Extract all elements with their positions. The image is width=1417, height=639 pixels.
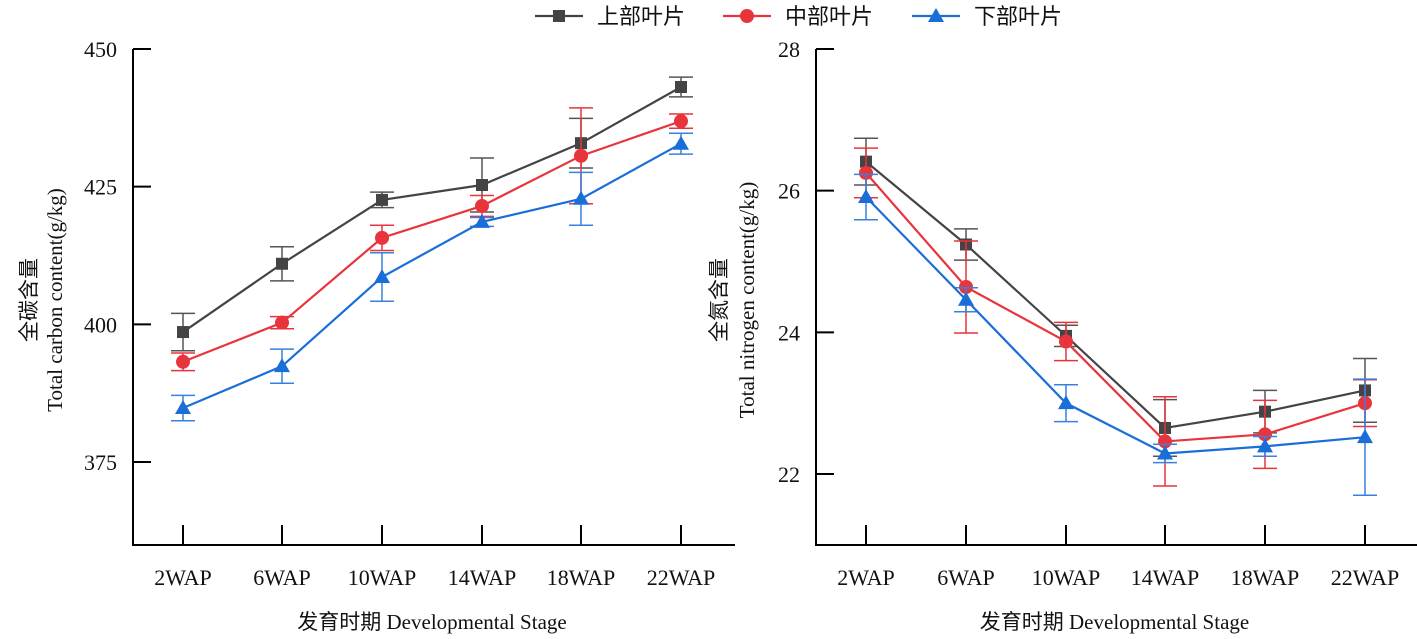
- series-1: [171, 107, 693, 372]
- legend-item: 下部叶片: [912, 4, 1062, 29]
- carbon-chart-panel: 375 400 425 450 2WAP 6WAP 10WAP 14WAP 18WAP 22WAP…: [17, 37, 735, 634]
- data-point: [858, 189, 874, 204]
- data-point: [674, 114, 688, 129]
- x-axis-title: 发育时期 Developmental Stage: [297, 610, 566, 634]
- data-point: [675, 80, 687, 93]
- series-line: [865, 160, 1366, 430]
- y-tick-label: 22: [778, 462, 800, 487]
- data-point: [376, 193, 388, 206]
- data-point: [176, 354, 190, 369]
- data-point: [1258, 427, 1272, 442]
- y-axis-title-cn: 全氮含量: [707, 258, 731, 342]
- x-tick-label: 18WAP: [547, 565, 615, 590]
- legend-label: 上部叶片: [597, 4, 685, 29]
- legend-label: 中部叶片: [785, 4, 873, 29]
- data-point: [1257, 438, 1273, 453]
- y-axis-title-cn: 全碳含量: [17, 258, 41, 342]
- data-point: [474, 213, 490, 228]
- y-tick-label: 26: [778, 179, 800, 204]
- legend-item: 上部叶片: [535, 4, 685, 29]
- y-axis-title: Total nitrogen content(g/kg): [735, 182, 759, 418]
- y-tick-label: 450: [84, 37, 117, 62]
- x-tick-label: 14WAP: [448, 565, 516, 590]
- data-point: [175, 400, 191, 415]
- y-tick-label: 425: [84, 175, 117, 200]
- y-tick-label: 28: [778, 37, 800, 62]
- x-tick-label: 10WAP: [348, 565, 416, 590]
- x-tick-label: 2WAP: [154, 565, 211, 590]
- data-point: [1059, 334, 1073, 349]
- legend-item: 中部叶片: [723, 4, 873, 29]
- legend-marker: [740, 9, 754, 23]
- series-line: [182, 120, 682, 363]
- y-tick-label: 375: [84, 450, 117, 475]
- x-tick-label: 6WAP: [937, 565, 994, 590]
- data-point: [1357, 429, 1373, 444]
- legend-marker: [553, 10, 565, 22]
- x-tick-label: 6WAP: [253, 565, 310, 590]
- data-point: [374, 268, 390, 283]
- data-point: [476, 179, 488, 192]
- y-tick-label: 400: [84, 312, 117, 337]
- y-axis-title: Total carbon content(g/kg): [43, 188, 67, 412]
- data-point: [958, 291, 974, 306]
- x-axis-title: 发育时期 Developmental Stage: [980, 610, 1249, 634]
- data-point: [275, 315, 289, 330]
- data-point: [177, 326, 189, 339]
- data-point: [574, 148, 588, 163]
- data-point: [673, 135, 689, 150]
- x-tick-label: 18WAP: [1231, 565, 1299, 590]
- legend-marker: [928, 8, 944, 22]
- x-tick-label: 10WAP: [1032, 565, 1100, 590]
- series-line: [182, 86, 682, 333]
- legend-label: 下部叶片: [974, 4, 1062, 29]
- data-point: [859, 165, 873, 180]
- series-2: [854, 173, 1377, 496]
- series-0: [854, 137, 1377, 458]
- nitrogen-chart-panel: 22 24 26 28 2WAP 6WAP 10WAP 14WAP 18WAP 22WAP 发育时期…: [707, 37, 1417, 634]
- data-point: [1058, 395, 1074, 410]
- data-point: [475, 198, 489, 213]
- data-point: [375, 230, 389, 245]
- data-point: [573, 190, 589, 205]
- series-line: [865, 196, 1366, 455]
- x-tick-label: 22WAP: [1331, 565, 1399, 590]
- x-tick-label: 2WAP: [837, 565, 894, 590]
- x-tick-label: 22WAP: [647, 565, 715, 590]
- series-0: [171, 76, 693, 352]
- series-line: [182, 142, 682, 410]
- series-1: [854, 147, 1377, 487]
- data-point: [276, 257, 288, 270]
- y-tick-label: 24: [778, 320, 800, 345]
- x-tick-label: 14WAP: [1131, 565, 1199, 590]
- series-line: [865, 172, 1366, 443]
- legend: 上部叶片 中部叶片 下部叶片: [535, 4, 1062, 29]
- data-point: [1157, 445, 1173, 460]
- series-2: [171, 132, 693, 422]
- data-point: [274, 358, 290, 373]
